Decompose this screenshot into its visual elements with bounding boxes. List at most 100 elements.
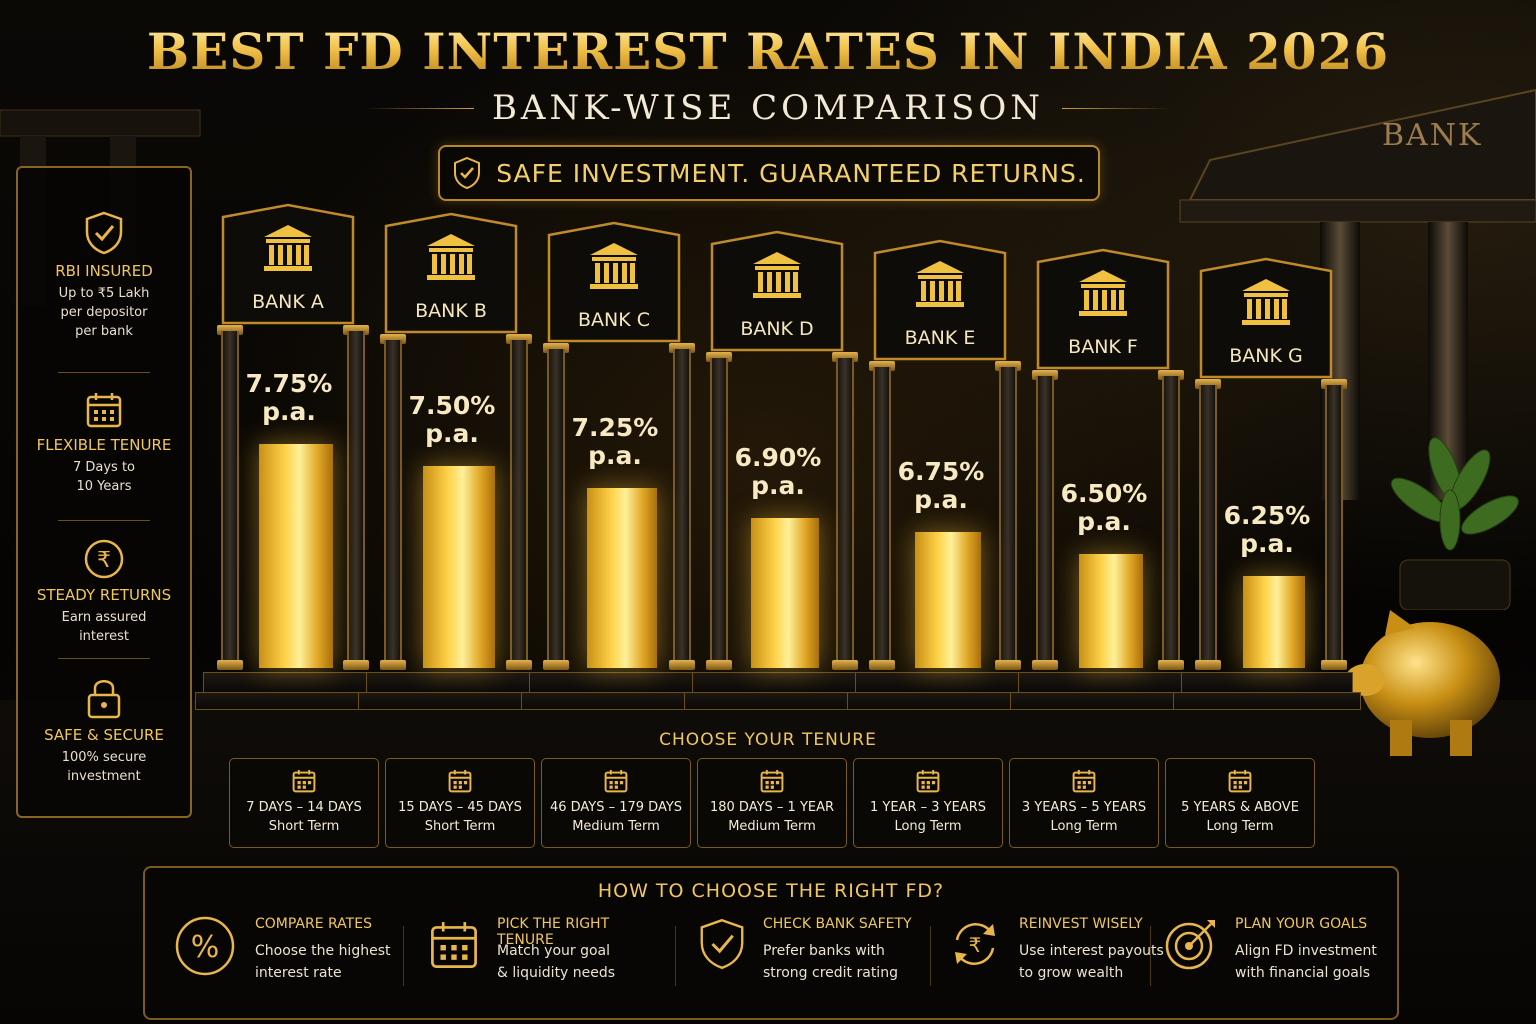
tip-divider xyxy=(675,926,676,986)
gold-bar xyxy=(751,518,819,668)
rate-unit: p.a. xyxy=(914,485,968,514)
tip-line: Match your goal xyxy=(497,943,611,959)
tip-description: Choose the highest interest rate xyxy=(255,940,425,984)
feature-flexible-tenure: FLEXIBLE TENURE 7 Days to 10 Years xyxy=(18,390,190,496)
bank-name-label: BANK F xyxy=(1068,336,1138,358)
rate-label: 6.75% p.a. xyxy=(879,458,1003,514)
column-platform xyxy=(203,672,375,694)
rate-label: 6.50% p.a. xyxy=(1042,480,1166,536)
tip-reinvest: ₹ REINVEST WISELY Use interest payouts t… xyxy=(947,914,1164,1004)
target-icon xyxy=(1165,920,1215,970)
gold-bar xyxy=(587,488,657,668)
tenure-card[interactable]: 46 DAYS – 179 DAYS Medium Term xyxy=(541,758,691,848)
feature-line: 100% secure xyxy=(61,750,147,765)
rate-label: 7.25% p.a. xyxy=(553,414,677,470)
rate-unit: p.a. xyxy=(588,441,642,470)
tenure-card[interactable]: 3 YEARS – 5 YEARS Long Term xyxy=(1009,758,1159,848)
tenure-card[interactable]: 180 DAYS – 1 YEAR Medium Term xyxy=(697,758,847,848)
rate-value: 7.50% xyxy=(408,391,496,420)
marble-pillar xyxy=(873,367,891,664)
tenure-range: 1 YEAR – 3 YEARS xyxy=(870,800,986,815)
tip-title: PLAN YOUR GOALS xyxy=(1235,916,1368,932)
tip-description: Prefer banks with strong credit rating xyxy=(763,940,933,984)
column-platform-lower xyxy=(1173,692,1361,710)
tenure-term: Short Term xyxy=(268,819,340,834)
tip-line: Choose the highest xyxy=(255,943,391,959)
lock-icon xyxy=(87,680,121,719)
pillar-capital xyxy=(995,361,1021,371)
rate-label: 7.75% p.a. xyxy=(227,370,351,426)
tenure-range: 3 YEARS – 5 YEARS xyxy=(1021,800,1147,815)
column-platform-lower xyxy=(1010,692,1198,710)
tip-line: strong credit rating xyxy=(763,965,898,981)
pillar-base xyxy=(1032,660,1058,670)
bank-header-plaque xyxy=(547,221,681,343)
bank-name-label: BANK D xyxy=(740,318,814,340)
tip-title: REINVEST WISELY xyxy=(1019,916,1143,932)
tip-title: COMPARE RATES xyxy=(255,916,372,932)
pillar-capital xyxy=(543,343,569,353)
tenure-range: 5 YEARS & ABOVE xyxy=(1181,800,1299,815)
svg-text:₹: ₹ xyxy=(97,548,111,573)
rate-value: 7.75% xyxy=(245,369,333,398)
bank-header-plaque xyxy=(710,230,844,352)
pillar-base xyxy=(1158,660,1184,670)
rate-value: 6.50% xyxy=(1060,479,1148,508)
pillar-capital xyxy=(506,334,532,344)
tip-plan-goals: PLAN YOUR GOALS Align FD investment with… xyxy=(1163,914,1388,1004)
marble-pillar xyxy=(1036,376,1054,664)
tenure-card[interactable]: 5 YEARS & ABOVE Long Term xyxy=(1165,758,1315,848)
tenure-card[interactable]: 15 DAYS – 45 DAYS Short Term xyxy=(385,758,535,848)
how-to-title: HOW TO CHOOSE THE RIGHT FD? xyxy=(597,880,945,902)
feature-title: RBI INSURED xyxy=(55,262,153,280)
tagline-text: SAFE INVESTMENT. GUARANTEED RETURNS. xyxy=(496,158,1086,188)
pillar-base xyxy=(1195,660,1221,670)
tip-divider xyxy=(403,926,404,986)
calendar-icon xyxy=(448,769,472,793)
bank-header-plaque xyxy=(1199,257,1333,379)
column-platform xyxy=(529,672,701,694)
feature-title: FLEXIBLE TENURE xyxy=(36,436,172,454)
feature-line: Earn assured xyxy=(61,610,147,625)
pillar-base xyxy=(506,660,532,670)
bank-name-label: BANK A xyxy=(252,291,324,313)
pillar-capital xyxy=(1195,379,1221,389)
piggy-bank-illustration xyxy=(1345,610,1500,756)
feature-title: STEADY RETURNS xyxy=(36,586,172,604)
feature-description: 7 Days to 10 Years xyxy=(18,458,190,496)
how-to-choose-panel: HOW TO CHOOSE THE RIGHT FD? % COMPARE RA… xyxy=(143,866,1399,1020)
tenure-term: Medium Term xyxy=(572,819,660,834)
rate-value: 6.75% xyxy=(897,457,985,486)
marble-pillar xyxy=(673,349,691,664)
svg-text:₹: ₹ xyxy=(969,933,982,957)
tip-line: & liquidity needs xyxy=(497,965,616,981)
gold-bar xyxy=(423,466,495,668)
tip-check-safety: CHECK BANK SAFETY Prefer banks with stro… xyxy=(697,914,937,1004)
bank-building-icon xyxy=(753,252,801,298)
rate-label: 6.25% p.a. xyxy=(1205,502,1329,558)
marble-pillar xyxy=(221,331,239,664)
tenure-term: Short Term xyxy=(424,819,496,834)
shield-icon xyxy=(454,156,481,190)
pillar-base xyxy=(832,660,858,670)
rate-unit: p.a. xyxy=(1077,507,1131,536)
percent-icon: % xyxy=(175,916,235,976)
feature-line: per bank xyxy=(75,324,133,339)
pillar-base xyxy=(1321,660,1347,670)
bank-name-label: BANK B xyxy=(415,300,487,322)
feature-steady-returns: ₹ STEADY RETURNS Earn assured interest xyxy=(18,538,190,646)
feature-description: Earn assured interest xyxy=(18,608,190,646)
tenure-card[interactable]: 7 DAYS – 14 DAYS Short Term xyxy=(229,758,379,848)
column-platform-lower xyxy=(195,692,383,710)
rate-label: 6.90% p.a. xyxy=(716,444,840,500)
calendar-icon xyxy=(760,769,784,793)
rupee-coin-icon: ₹ xyxy=(84,539,124,579)
feature-line: 10 Years xyxy=(76,479,132,494)
bank-header-plaque xyxy=(221,203,355,325)
page-subtitle: BANK-WISE COMPARISON xyxy=(491,88,1045,128)
tenure-range: 46 DAYS – 179 DAYS xyxy=(549,800,683,815)
tip-divider xyxy=(1150,926,1151,986)
marble-pillar xyxy=(547,349,565,664)
tenure-card[interactable]: 1 YEAR – 3 YEARS Long Term xyxy=(853,758,1003,848)
tip-line: Align FD investment xyxy=(1235,943,1377,959)
